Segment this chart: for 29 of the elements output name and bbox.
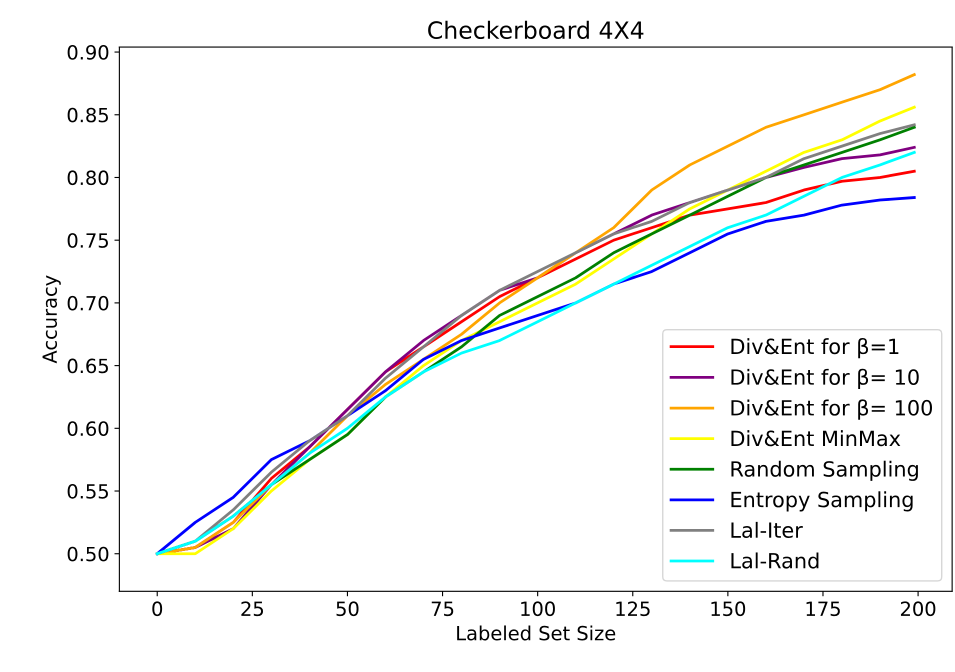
y-tick-label: 0.50: [68, 546, 108, 562]
x-tick-label: 200: [900, 601, 936, 616]
x-tick-label: 75: [432, 602, 454, 616]
y-axis-title: Accuracy: [42, 275, 61, 364]
x-axis-title: Labeled Set Size: [457, 625, 616, 641]
y-tick-label: 0.80: [68, 170, 108, 186]
legend-label: Div&Ent for β=1: [731, 338, 898, 358]
legend-label: Random Sampling: [731, 460, 918, 481]
x-tick-label: 25: [241, 601, 264, 616]
y-tick-label: 0.60: [68, 421, 108, 436]
y-tick-label: 0.65: [68, 358, 108, 374]
x-tick-label: 50: [336, 601, 359, 616]
y-tick-label: 0.90: [68, 45, 108, 60]
x-tick-label: 0: [152, 601, 162, 616]
y-tick-label: 0.55: [68, 484, 108, 499]
legend-label: Div&Ent for β= 100: [731, 399, 932, 420]
legend-label: Div&Ent MinMax: [731, 430, 900, 446]
y-tick-label: 0.75: [68, 233, 108, 248]
legend-label: Lal-Iter: [731, 522, 803, 538]
legend-label: Entropy Sampling: [731, 491, 913, 512]
legend-label: Div&Ent for β= 10: [731, 368, 919, 390]
y-tick-label: 0.85: [68, 108, 108, 122]
legend-label: Lal-Rand: [731, 552, 818, 569]
chart-title: Checkerboard 4X4: [428, 20, 644, 40]
x-tick-label: 175: [806, 602, 840, 616]
y-tick-label: 0.70: [68, 296, 108, 311]
x-tick-label: 125: [616, 601, 650, 616]
x-tick-label: 150: [711, 601, 746, 616]
x-tick-label: 100: [521, 601, 555, 616]
